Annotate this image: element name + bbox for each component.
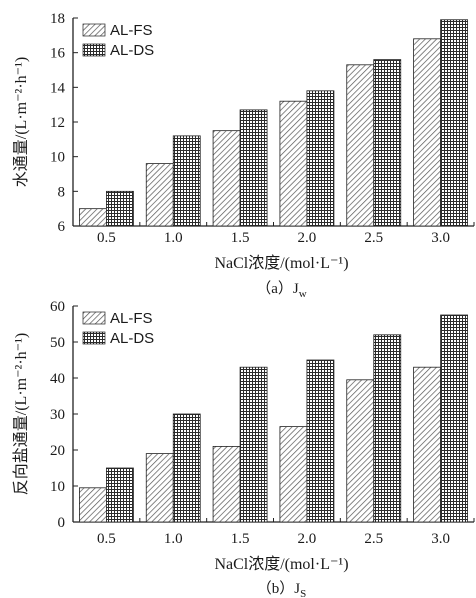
- bar-al-ds-3.0: [441, 20, 468, 226]
- y-axis-title: 水通量/(L·m⁻²·h⁻¹): [12, 57, 30, 187]
- y-tick-label: 0: [58, 515, 66, 531]
- legend-swatch-al-fs: [83, 312, 105, 324]
- x-tick-label: 1.0: [164, 230, 183, 246]
- caption-main: （a）J: [256, 280, 299, 297]
- bar-al-fs-0.5: [79, 488, 106, 522]
- legend-label-al-ds: AL-DS: [110, 330, 154, 347]
- legend-swatch-al-ds: [83, 44, 105, 56]
- bar-al-fs-2.0: [280, 427, 307, 522]
- caption-subscript: S: [300, 588, 306, 598]
- legend-label-al-ds: AL-DS: [110, 42, 154, 59]
- x-tick-label: 1.5: [231, 531, 250, 547]
- x-tick-label: 2.0: [298, 230, 317, 246]
- x-tick-label: 0.5: [97, 230, 116, 246]
- panel-caption: （b）JS: [257, 580, 306, 598]
- y-tick-label: 50: [50, 335, 65, 351]
- y-tick-label: 10: [50, 479, 65, 495]
- bar-al-ds-2.5: [374, 60, 401, 226]
- bar-al-fs-1.0: [146, 454, 173, 522]
- legend-swatch-al-ds: [83, 332, 105, 344]
- bar-al-ds-0.5: [106, 191, 133, 226]
- bar-al-ds-1.5: [240, 367, 267, 522]
- y-tick-label: 18: [50, 11, 65, 27]
- y-tick-label: 60: [50, 299, 65, 315]
- x-tick-label: 1.5: [231, 230, 250, 246]
- y-tick-label: 20: [50, 443, 65, 459]
- bar-al-ds-2.5: [374, 335, 401, 522]
- chart-panel-b: 0 10 20 30 40 50 60 0.5 1.0 1.5 2.0 2.5 3.0 AL-FS AL-D…: [12, 299, 474, 598]
- y-tick-label: 40: [50, 371, 65, 387]
- y-axis-title: 反向盐通量/(L·m⁻²·h⁻¹): [12, 333, 30, 495]
- y-tick-label: 14: [50, 80, 66, 96]
- bar-al-fs-2.5: [347, 380, 374, 522]
- bar-al-ds-2.0: [307, 91, 334, 226]
- bar-al-fs-2.5: [347, 65, 374, 226]
- x-tick-label: 3.0: [431, 531, 450, 547]
- caption-subscript: w: [299, 288, 307, 300]
- y-tick-label: 16: [50, 46, 66, 62]
- x-tick-label: 1.0: [164, 531, 183, 547]
- x-tick-label: 2.0: [298, 531, 317, 547]
- bar-al-fs-3.0: [414, 367, 441, 522]
- bar-al-fs-2.0: [280, 101, 307, 226]
- bar-al-ds-3.0: [441, 315, 468, 522]
- caption-main: （b）J: [257, 580, 301, 597]
- legend-swatch-al-fs: [83, 24, 105, 36]
- bar-al-fs-1.5: [213, 131, 240, 226]
- y-tick-label: 30: [50, 407, 65, 423]
- x-tick-label: 2.5: [364, 230, 383, 246]
- legend-label-al-fs: AL-FS: [110, 22, 153, 39]
- y-tick-label: 12: [50, 115, 65, 131]
- y-tick-label: 8: [58, 184, 66, 200]
- legend-label-al-fs: AL-FS: [110, 310, 153, 327]
- y-tick-label: 6: [58, 219, 66, 235]
- x-axis-title: NaCl浓度/(mol·L⁻¹): [214, 555, 348, 573]
- chart-panel-a: 6 8 10 12 14 16 18 0.5 1.0 1.5 2.0 2.5 3.0 AL-FS AL-DS…: [12, 11, 474, 300]
- bar-al-fs-3.0: [414, 39, 441, 226]
- x-tick-label: 0.5: [97, 531, 116, 547]
- y-tick-label: 10: [50, 150, 65, 166]
- bar-al-ds-1.0: [173, 136, 200, 226]
- x-tick-label: 3.0: [431, 230, 450, 246]
- panel-caption: （a）Jw: [256, 280, 307, 300]
- bar-al-fs-1.5: [213, 446, 240, 522]
- bar-al-ds-1.0: [173, 414, 200, 522]
- bar-al-ds-0.5: [106, 468, 133, 522]
- bar-al-fs-0.5: [79, 209, 106, 226]
- bar-al-ds-2.0: [307, 360, 334, 522]
- x-tick-label: 2.5: [364, 531, 383, 547]
- bar-al-ds-1.5: [240, 110, 267, 226]
- bar-al-fs-1.0: [146, 164, 173, 226]
- x-axis-title: NaCl浓度/(mol·L⁻¹): [214, 254, 348, 272]
